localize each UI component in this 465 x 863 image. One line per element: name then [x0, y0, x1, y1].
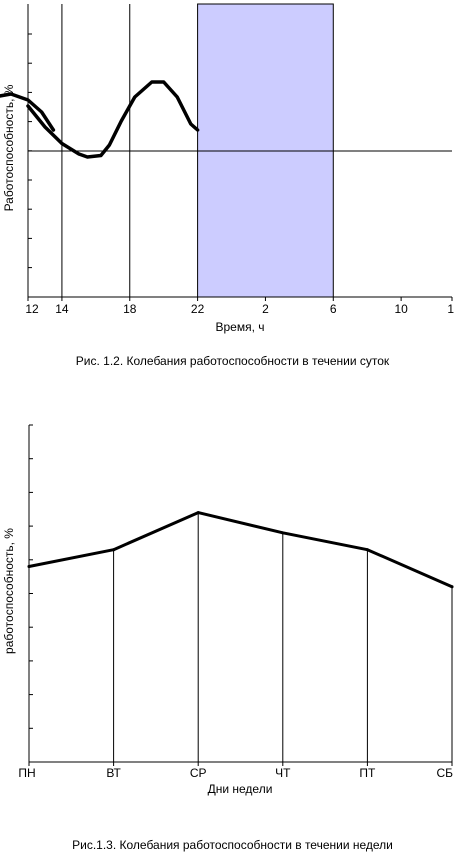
weekly-series-line	[27, 511, 454, 589]
weekly-x-axis-label: Дни недели	[208, 782, 273, 796]
weekly-data-point	[365, 548, 369, 552]
weekly-tick-label: ВТ	[106, 766, 121, 780]
weekly-data-point	[281, 531, 285, 535]
daily-y-axis-label: Работоспособность, %	[2, 84, 16, 211]
weekly-y-axis-label: работоспособность, %	[2, 528, 16, 654]
weekly-data-point	[27, 565, 31, 569]
weekly-data-point	[450, 585, 454, 589]
weekly-data-point	[196, 511, 200, 515]
weekly-tick-label: СБ	[436, 766, 453, 780]
weekly-chart-caption: Рис.1.3. Колебания работоспособности в т…	[72, 838, 393, 852]
weekly-tick-label: ПТ	[359, 766, 376, 780]
weekly-data-point	[112, 548, 116, 552]
weekly-chart: ПН ВТ СР ЧТ ПТ СБ Дни недели работоспособност…	[2, 424, 454, 796]
weekly-tick-label: СР	[190, 766, 207, 780]
daily-series-line	[0, 92, 56, 132]
weekly-tick-label: ЧТ	[275, 766, 291, 780]
daily-tick-label: 10	[394, 302, 408, 316]
daily-chart-caption: Рис. 1.2. Колебания работоспособности в …	[75, 354, 390, 368]
daily-x-axis-label: Время, ч	[215, 320, 264, 334]
daily-tick-label: 1	[447, 302, 454, 316]
daily-tick-label: 12	[25, 302, 39, 316]
daily-tick-label: 14	[55, 302, 69, 316]
daily-tick-label: 6	[330, 302, 337, 316]
daily-tick-label: 22	[191, 302, 205, 316]
daily-tick-label: 18	[123, 302, 137, 316]
weekly-tick-label: ПН	[18, 766, 35, 780]
daily-chart: 12 14 18 22 2 6 10 1 Время, ч Работоспособность…	[0, 3, 454, 334]
daily-series-line	[26, 80, 200, 159]
daily-tick-label: 2	[262, 302, 269, 316]
